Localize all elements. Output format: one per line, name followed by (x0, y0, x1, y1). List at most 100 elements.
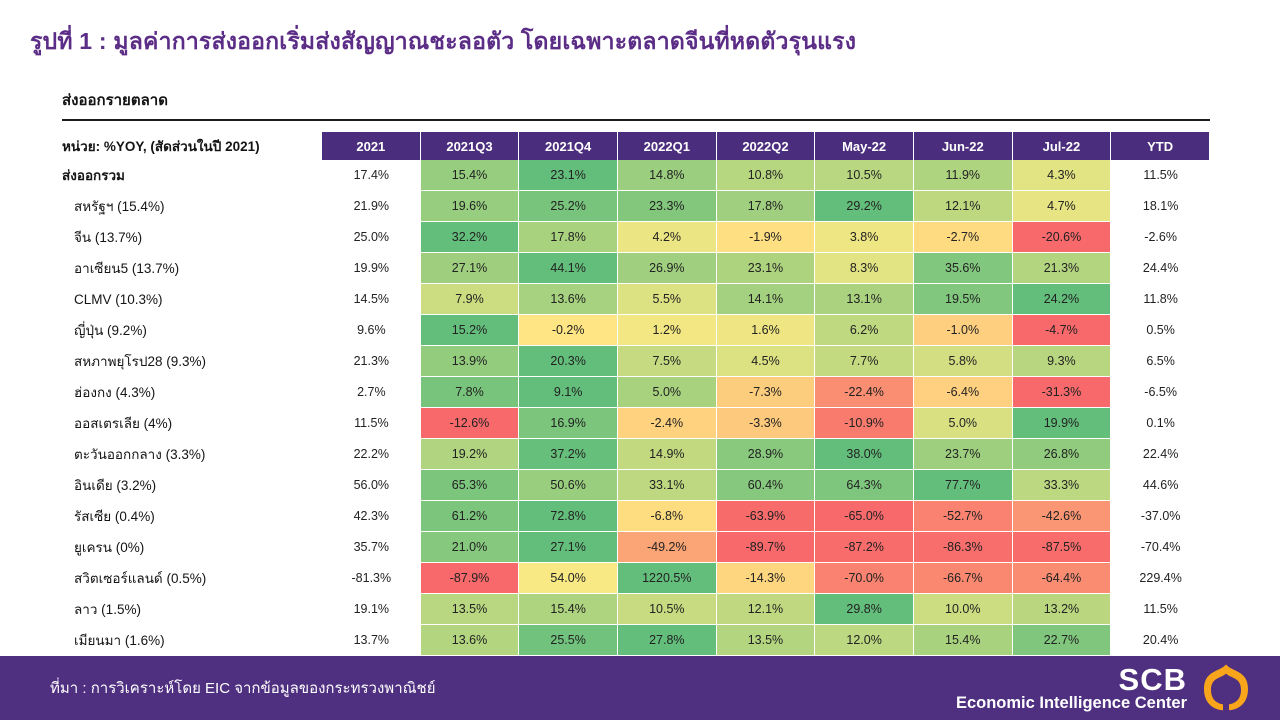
heatmap-cell: 28.9% (716, 439, 816, 470)
heatmap-cell: 13.9% (420, 346, 520, 377)
heatmap-cell: 14.9% (617, 439, 717, 470)
heatmap-cell: 72.8% (519, 501, 618, 532)
column-header: 2021Q4 (519, 132, 618, 160)
subtitle-divider (62, 119, 1210, 121)
heatmap-cell: 27.1% (519, 532, 618, 563)
heatmap-cell: 21.0% (420, 532, 520, 563)
table-row: รัสเซีย (0.4%) 42.3% 61.2% 72.8% -6.8% -63.9%… (62, 501, 1210, 532)
scb-leaf-icon (1204, 664, 1248, 711)
heatmap-cell: 17.8% (716, 191, 816, 222)
row-label: อินเดีย (3.2%) (62, 470, 322, 501)
heatmap-cell: 60.4% (716, 470, 816, 501)
row-label: สหภาพยุโรป28 (9.3%) (62, 346, 322, 377)
heatmap-cell: 24.4% (1111, 253, 1210, 284)
heatmap-cell: 20.3% (519, 346, 618, 377)
export-table-area: ส่งออกรายตลาด หน่วย: %YOY, (สัดส่วนในปี … (62, 88, 1210, 656)
row-label: CLMV (10.3%) (62, 284, 322, 315)
heatmap-cell: 19.9% (322, 253, 421, 284)
heatmap-cell: -70.0% (815, 563, 914, 594)
heatmap-cell: -6.4% (913, 377, 1013, 408)
heatmap-cell: 42.3% (322, 501, 421, 532)
heatmap-cell: -3.3% (716, 408, 816, 439)
row-label: สหรัฐฯ (15.4%) (62, 191, 322, 222)
heatmap-cell: 38.0% (815, 439, 914, 470)
heatmap-cell: 11.5% (1111, 160, 1210, 191)
heatmap-cell: 3.8% (815, 222, 914, 253)
heatmap-cell: 11.5% (1111, 594, 1210, 625)
heatmap-cell: 1220.5% (617, 563, 717, 594)
heatmap-cell: 19.9% (1012, 408, 1112, 439)
heatmap-cell: -64.4% (1012, 563, 1112, 594)
heatmap-cell: 26.8% (1012, 439, 1112, 470)
row-label: รัสเซีย (0.4%) (62, 501, 322, 532)
heatmap-cell: 12.1% (913, 191, 1013, 222)
heatmap-cell: 13.2% (1012, 594, 1112, 625)
heatmap-cell: 12.1% (716, 594, 816, 625)
table-row: CLMV (10.3%) 14.5% 7.9% 13.6% 5.5% 14.1% 13.1%… (62, 284, 1210, 315)
table-row: สวิตเซอร์แลนด์ (0.5%) -81.3% -87.9% 54.0% 12… (62, 563, 1210, 594)
heatmap-cell: 27.1% (420, 253, 520, 284)
heatmap-cell: 10.8% (716, 160, 816, 191)
heatmap-cell: 7.9% (420, 284, 520, 315)
heatmap-cell: 21.3% (1012, 253, 1112, 284)
heatmap-cell: 20.4% (1111, 625, 1210, 656)
heatmap-cell: 5.0% (617, 377, 717, 408)
heatmap-cell: 22.7% (1012, 625, 1112, 656)
table-row: ฮ่องกง (4.3%) 2.7% 7.8% 9.1% 5.0% -7.3% -22.4%… (62, 377, 1210, 408)
heatmap-cell: 17.8% (519, 222, 618, 253)
heatmap-cell: 14.8% (617, 160, 717, 191)
row-label: ลาว (1.5%) (62, 594, 322, 625)
heatmap-cell: -89.7% (716, 532, 816, 563)
heatmap-cell: 0.1% (1111, 408, 1210, 439)
table-row: ตะวันออกกลาง (3.3%) 22.2% 19.2% 37.2% 14.9% 2… (62, 439, 1210, 470)
heatmap-cell: 7.5% (617, 346, 717, 377)
row-label: ฮ่องกง (4.3%) (62, 377, 322, 408)
heatmap-cell: 15.4% (913, 625, 1013, 656)
heatmap-cell: 21.3% (322, 346, 421, 377)
heatmap-cell: -1.9% (716, 222, 816, 253)
heatmap-cell: -31.3% (1012, 377, 1112, 408)
heatmap-cell: 13.5% (420, 594, 520, 625)
heatmap-cell: 13.7% (322, 625, 421, 656)
table-header: หน่วย: %YOY, (สัดส่วนในปี 2021) 2021 2021Q… (62, 132, 1210, 160)
heatmap-cell: 17.4% (322, 160, 421, 191)
heatmap-cell: 54.0% (519, 563, 618, 594)
row-label: ส่งออกรวม (62, 160, 322, 191)
column-header: Jun-22 (913, 132, 1013, 160)
heatmap-cell: -42.6% (1012, 501, 1112, 532)
heatmap-cell: 5.0% (913, 408, 1013, 439)
heatmap-cell: 10.5% (617, 594, 717, 625)
heatmap-cell: 19.6% (420, 191, 520, 222)
heatmap-cell: -7.3% (716, 377, 816, 408)
heatmap-cell: 56.0% (322, 470, 421, 501)
heatmap-cell: 61.2% (420, 501, 520, 532)
heatmap-cell: 19.1% (322, 594, 421, 625)
table-row: ลาว (1.5%) 19.1% 13.5% 15.4% 10.5% 12.1% 29.8%… (62, 594, 1210, 625)
heatmap-cell: 9.6% (322, 315, 421, 346)
heatmap-cell: 4.3% (1012, 160, 1112, 191)
heatmap-cell: 44.1% (519, 253, 618, 284)
column-header: 2021Q3 (420, 132, 520, 160)
heatmap-cell: -87.5% (1012, 532, 1112, 563)
row-label: อาเซียน5 (13.7%) (62, 253, 322, 284)
heatmap-cell: 35.6% (913, 253, 1013, 284)
heatmap-cell: 4.5% (716, 346, 816, 377)
row-label: จีน (13.7%) (62, 222, 322, 253)
heatmap-cell: 44.6% (1111, 470, 1210, 501)
heatmap-cell: 24.2% (1012, 284, 1112, 315)
heatmap-cell: 50.6% (519, 470, 618, 501)
heatmap-cell: -12.6% (420, 408, 520, 439)
table-row: เมียนมา (1.6%) 13.7% 13.6% 25.5% 27.8% 13.5% 1… (62, 625, 1210, 656)
heatmap-cell: 32.2% (420, 222, 520, 253)
column-header: 2022Q2 (716, 132, 816, 160)
table-row: ญี่ปุ่น (9.2%) 9.6% 15.2% -0.2% 1.2% 1.6% 6.2%… (62, 315, 1210, 346)
heatmap-cell: -52.7% (913, 501, 1013, 532)
heatmap-cell: -66.7% (913, 563, 1013, 594)
heatmap-cell: 5.5% (617, 284, 717, 315)
heatmap-cell: 64.3% (815, 470, 914, 501)
source-note: ที่มา : การวิเคราะห์โดย EIC จากข้อมูลของ… (50, 680, 436, 697)
heatmap-cell: 4.7% (1012, 191, 1112, 222)
heatmap-cell: 0.5% (1111, 315, 1210, 346)
heatmap-cell: -65.0% (815, 501, 914, 532)
